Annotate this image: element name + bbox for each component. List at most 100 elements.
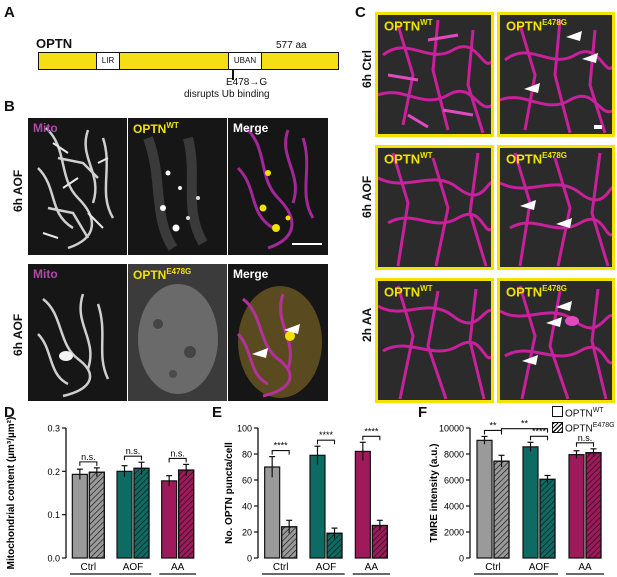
render-drawing-6: [500, 285, 612, 400]
chart-f: 0 2000 4000 6000 8000 10000 TMRE intensity (a.…: [429, 419, 604, 575]
bar-hatch: [539, 478, 556, 559]
x-tick-label: AOF: [529, 562, 550, 573]
render-drawing-5: [378, 285, 491, 400]
render-drawing-3: [378, 152, 491, 267]
optn-domain-bar: [38, 52, 339, 70]
mito-network-drawing-2: [37, 293, 110, 398]
y-tick-label: 0.0: [47, 554, 60, 564]
c-title-1: OPTNWT: [384, 18, 433, 34]
c-aof-wt-image: OPTNWT: [375, 145, 494, 270]
c-aof-mut-image: OPTNE478G: [497, 145, 615, 270]
b-optn-wt-image: OPTNWT: [128, 118, 227, 255]
bar: [161, 480, 178, 559]
optn-diffuse-drawing: [138, 284, 218, 394]
c-row1-label: 6h Ctrl: [360, 49, 374, 88]
b-optn-label-2: OPTNE478G: [133, 267, 192, 282]
y-tick-label: 0.1: [47, 510, 60, 520]
c-aa-mut-image: OPTNE478G: [497, 278, 615, 403]
mutation-tick: [232, 70, 234, 80]
bar: [71, 473, 88, 559]
legend-mut: OPTNE478G: [552, 420, 615, 435]
uban-domain: UBAN: [228, 52, 262, 70]
y-axis-label: Mitochondrial content (µm³/µm²): [6, 417, 17, 570]
bar-hatch: [493, 460, 510, 559]
merge-drawing: [236, 126, 315, 250]
b-mito-label-1: Mito: [33, 121, 58, 135]
b-row1-label: 6h AOF: [11, 169, 25, 212]
b-mito-label-2: Mito: [33, 267, 58, 281]
optn-length: 577 aa: [276, 40, 307, 51]
mutation-note: disrupts Ub binding: [184, 89, 270, 100]
x-tick-label: Ctrl: [273, 562, 289, 573]
y-tick-label: 0.2: [47, 467, 60, 477]
render-drawing-2: [500, 19, 612, 134]
legend-wt: OPTNWT: [552, 405, 615, 420]
panel-letter-e: E: [212, 404, 223, 421]
significance-label: **: [521, 419, 529, 429]
bar: [476, 439, 493, 559]
c-title-2: OPTNE478G: [506, 18, 568, 34]
x-tick-label: AA: [171, 562, 185, 573]
y-tick-label: 8000: [444, 450, 464, 460]
significance-bracket: [483, 429, 503, 435]
scale-bar: [292, 243, 322, 245]
c-title-4: OPTNE478G: [506, 151, 568, 167]
bar-hatch: [88, 471, 105, 559]
bar: [309, 454, 326, 559]
significance-label: n.s.: [578, 433, 593, 443]
c-title-3: OPTNWT: [384, 151, 433, 167]
b-merge-wt-image: Merge: [228, 118, 328, 255]
x-tick-label: AA: [365, 562, 379, 573]
y-tick-label: 10000: [439, 424, 464, 434]
optn-puncta-drawing: [143, 136, 208, 251]
merge-drawing-2: [236, 286, 322, 398]
panel-letter-a: A: [4, 4, 15, 21]
y-tick-label: 2000: [444, 528, 464, 538]
b-row2-label: 6h AOF: [11, 313, 25, 356]
significance-bracket: [575, 442, 595, 447]
b-merge-label-2: Merge: [233, 267, 269, 281]
significance-bracket: [168, 457, 187, 463]
bar-charts: 0.0 0.1 0.2 0.3 Mitochondrial content (µm³/µ…: [6, 417, 604, 575]
lir-domain: LIR: [96, 52, 120, 70]
mito-network-drawing: [37, 127, 115, 250]
y-axis-label: No. OPTN puncta/cell: [224, 442, 235, 544]
significance-bracket: [529, 435, 549, 441]
y-tick-label: 80: [242, 450, 252, 460]
significance-label: n.s.: [126, 446, 141, 456]
b-mito-mut-image: Mito: [28, 264, 127, 401]
b-optn-mut-image: OPTNE478G: [128, 264, 227, 401]
bar-hatch: [585, 452, 602, 559]
y-tick-label: 20: [242, 528, 252, 538]
chart-d: 0.0 0.1 0.2 0.3 Mitochondrial content (µm³/µ…: [6, 417, 196, 575]
y-axis-label: TMRE intensity (a.u.): [429, 444, 440, 543]
optn-title: OPTN: [36, 36, 73, 51]
bar-hatch: [133, 467, 150, 559]
panel-letter-b: B: [4, 98, 15, 115]
significance-bracket: [316, 439, 336, 445]
x-tick-label: AOF: [316, 562, 337, 573]
y-tick-label: 40: [242, 502, 252, 512]
mutation-label: E478→G: [226, 77, 268, 88]
b-mito-wt-image: Mito: [28, 118, 127, 255]
significance-bracket: [271, 450, 290, 455]
y-tick-label: 6000: [444, 476, 464, 486]
y-tick-label: 0: [459, 554, 464, 564]
significance-label: **: [489, 420, 497, 430]
c-row2-label: 6h AOF: [360, 175, 374, 218]
y-tick-label: 0: [247, 554, 252, 564]
bar: [522, 446, 539, 559]
significance-label: ****: [319, 430, 334, 440]
x-tick-label: Ctrl: [485, 562, 501, 573]
bar: [568, 454, 585, 559]
bar: [264, 466, 281, 559]
render-drawing: [378, 19, 491, 134]
y-tick-label: 0.3: [47, 424, 60, 434]
c-ctrl-wt-image: OPTNWT: [375, 12, 494, 137]
c-aa-wt-image: OPTNWT: [375, 278, 494, 403]
significance-label: n.s.: [81, 452, 96, 462]
c-title-6: OPTNE478G: [506, 284, 568, 300]
bar: [354, 450, 371, 559]
y-tick-label: 4000: [444, 502, 464, 512]
